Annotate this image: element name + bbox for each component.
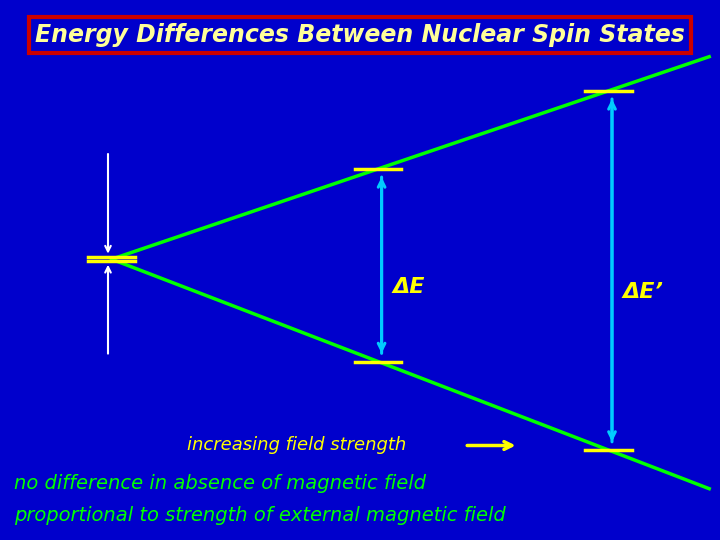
Text: increasing field strength: increasing field strength	[187, 436, 407, 455]
Text: ΔE: ΔE	[392, 277, 425, 297]
Text: proportional to strength of external magnetic field: proportional to strength of external mag…	[14, 506, 506, 525]
Text: ΔE’: ΔE’	[623, 282, 664, 302]
Text: no difference in absence of magnetic field: no difference in absence of magnetic fie…	[14, 474, 426, 493]
Text: Energy Differences Between Nuclear Spin States: Energy Differences Between Nuclear Spin …	[35, 23, 685, 47]
